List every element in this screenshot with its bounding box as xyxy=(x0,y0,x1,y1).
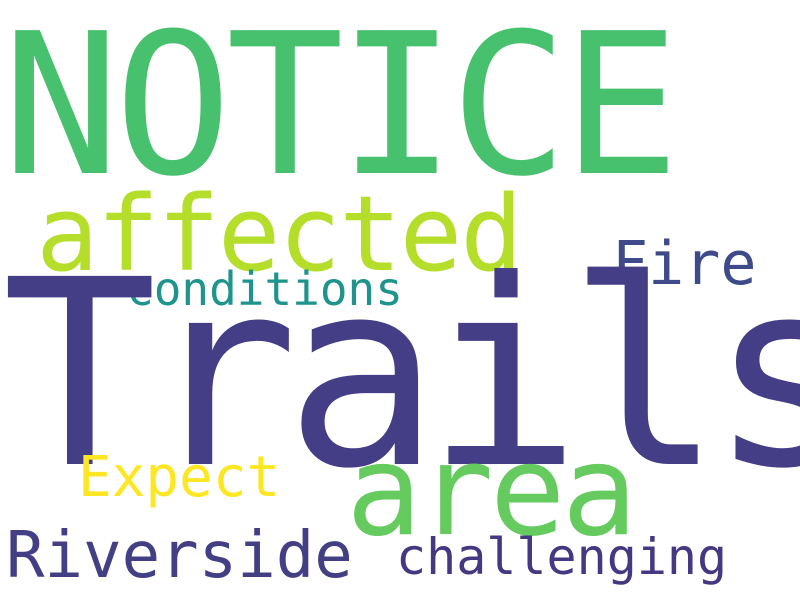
word-area: area xyxy=(346,417,637,564)
word-conditions: conditions xyxy=(126,262,403,316)
word-fire: Fire xyxy=(612,229,757,299)
word-notice: NOTICE xyxy=(2,0,680,220)
word-trails: Trails xyxy=(2,225,800,525)
word-riverside: Riverside xyxy=(6,519,353,593)
word-challenging: challenging xyxy=(396,528,728,586)
word-affected: affected xyxy=(36,173,523,295)
word-expect: Expect xyxy=(78,445,281,510)
